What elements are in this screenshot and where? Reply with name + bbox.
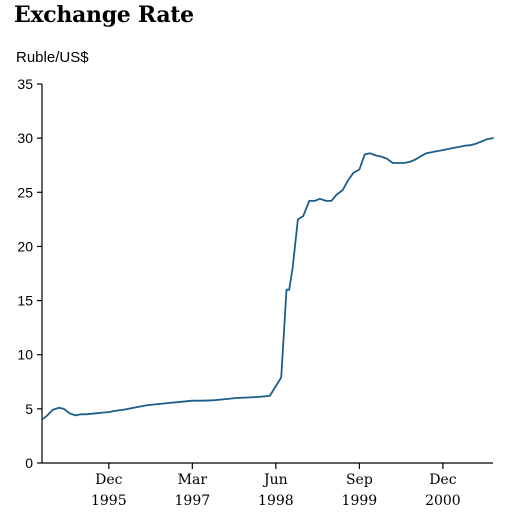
y-axis-label: Ruble/US$ — [16, 49, 89, 66]
y-tick-label: 5 — [25, 401, 33, 417]
x-tick-label-month: Jun — [262, 472, 288, 488]
x-tick-label-year: 1995 — [91, 493, 127, 509]
y-tick-label: 15 — [17, 293, 33, 309]
exchange-rate-line — [41, 137, 494, 421]
x-tick-label-month: Dec — [95, 472, 123, 488]
y-tick-label: 10 — [17, 347, 33, 363]
y-tick-label: 30 — [17, 130, 33, 146]
x-tick-label-year: 1998 — [258, 493, 294, 509]
y-tick-label: 0 — [25, 455, 33, 471]
x-tick-label-month: Mar — [178, 472, 208, 488]
y-tick-label: 35 — [17, 76, 33, 92]
y-tick-label: 25 — [17, 184, 33, 200]
y-ticks: 0 5 10 15 20 25 30 35 — [17, 76, 42, 471]
x-ticks: Dec 1995 Mar 1997 Jun 1998 Sep 1999 Dec 2000 — [91, 463, 461, 509]
y-tick-label: 20 — [17, 238, 33, 254]
x-tick-label-month: Dec — [429, 472, 457, 488]
chart-title: Exchange Rate — [14, 2, 194, 28]
x-tick-label-year: 2000 — [425, 493, 461, 509]
x-tick-label-year: 1999 — [342, 493, 378, 509]
x-tick-label-year: 1997 — [175, 493, 211, 509]
axes — [41, 84, 493, 464]
series-group — [41, 137, 494, 421]
x-tick-label-month: Sep — [346, 472, 373, 488]
